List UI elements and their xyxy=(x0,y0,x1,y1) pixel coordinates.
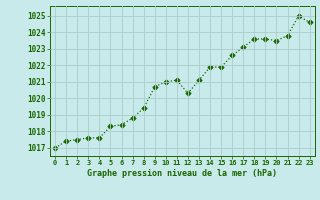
X-axis label: Graphe pression niveau de la mer (hPa): Graphe pression niveau de la mer (hPa) xyxy=(87,169,277,178)
